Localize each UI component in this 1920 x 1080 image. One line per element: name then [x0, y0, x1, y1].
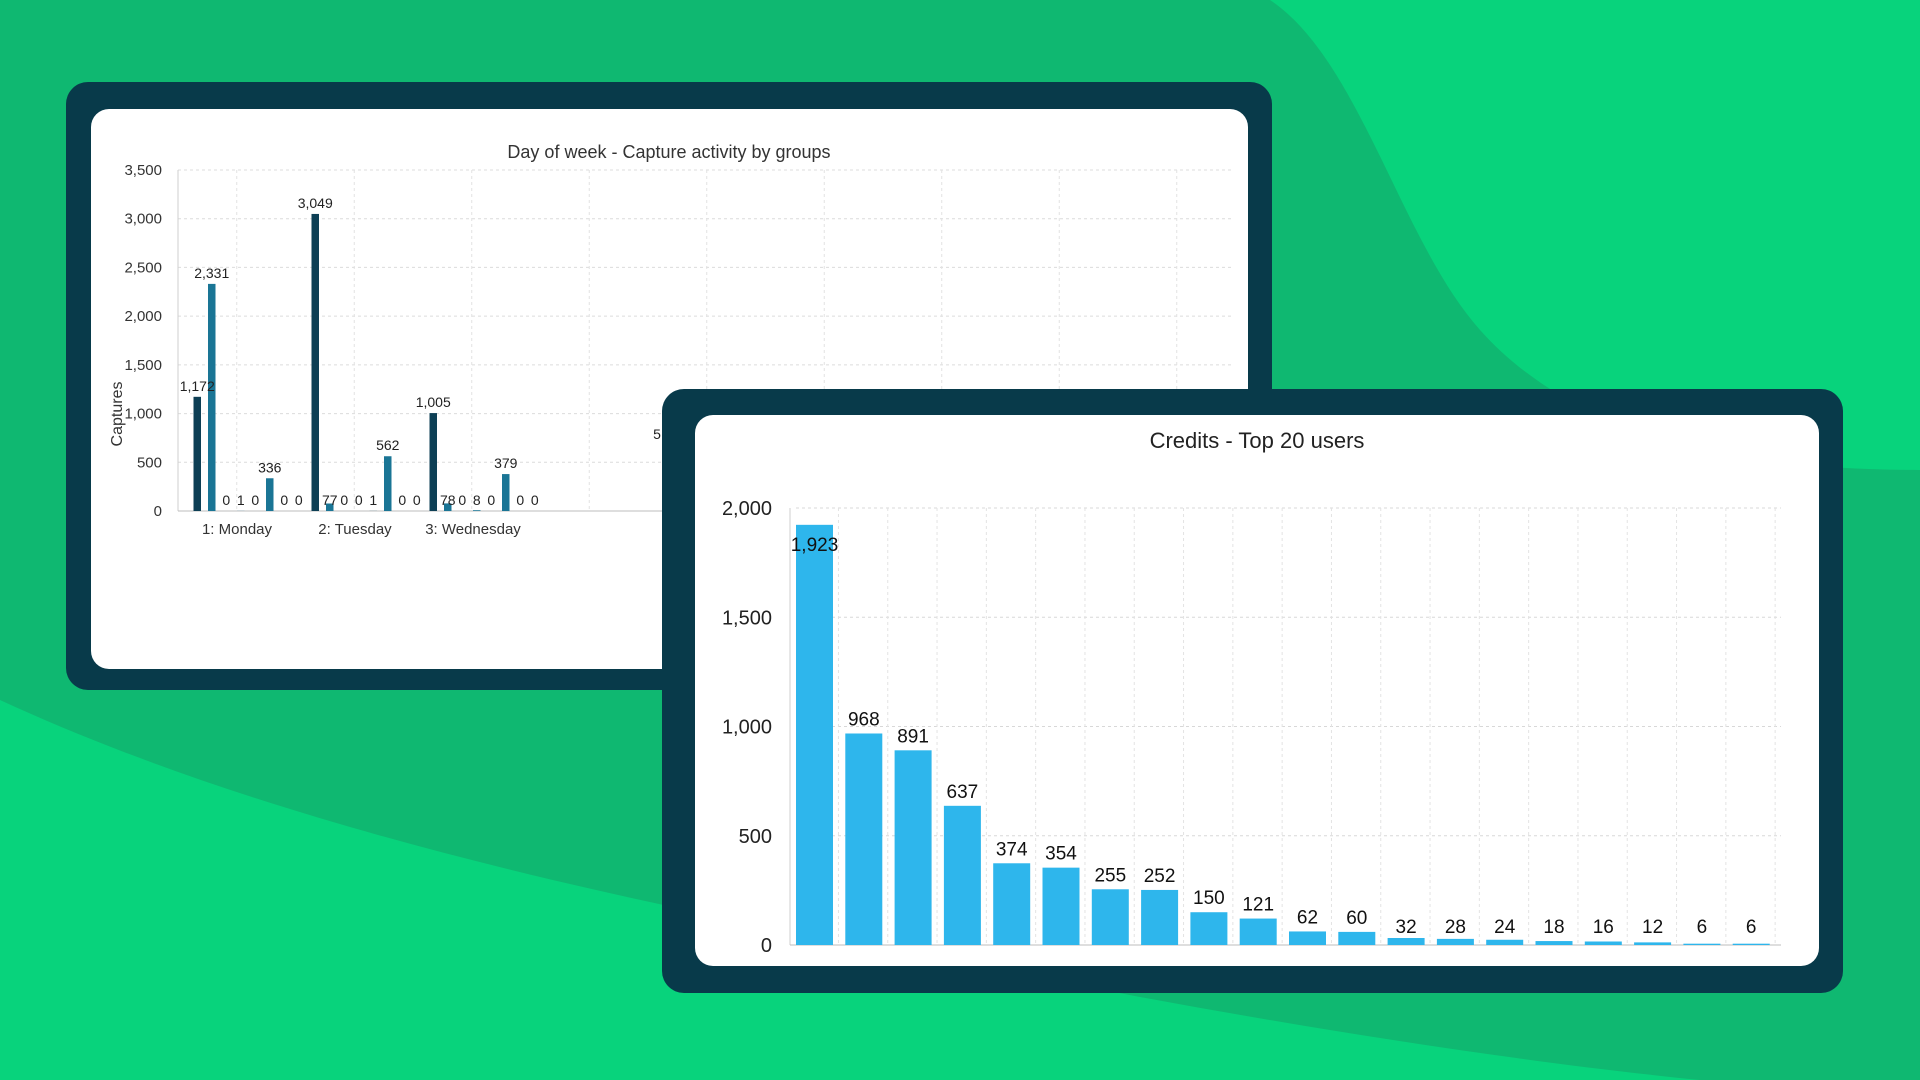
bar — [1436, 938, 1474, 945]
data-label: 252 — [1144, 866, 1176, 887]
bar — [1486, 939, 1524, 945]
data-label: 0 — [413, 492, 421, 508]
y-tick-label: 3,500 — [124, 162, 162, 179]
data-label: 150 — [1193, 888, 1225, 909]
data-label: 379 — [494, 455, 518, 471]
data-label: 0 — [251, 492, 259, 508]
data-label: 6 — [1746, 917, 1757, 938]
x-tick-label: 2: Tuesday — [318, 521, 392, 538]
data-label: 24 — [1494, 917, 1516, 938]
data-label: 60 — [1346, 908, 1367, 929]
data-label: 6 — [1697, 917, 1708, 938]
y-axis-label: Captures — [109, 382, 126, 447]
chart-title: Credits - Top 20 users — [1150, 428, 1365, 453]
data-label: 637 — [947, 782, 979, 803]
x-tick-label: 1: Monday — [202, 521, 273, 538]
bar — [326, 503, 334, 511]
bar — [1141, 889, 1179, 945]
bar — [1387, 938, 1425, 945]
bar — [1634, 942, 1672, 945]
bar — [1338, 931, 1376, 945]
data-label: 336 — [258, 459, 282, 475]
data-label: 374 — [996, 839, 1028, 860]
data-label: 0 — [295, 492, 303, 508]
bar — [384, 456, 392, 511]
data-label: 1,923 — [791, 535, 839, 556]
data-label: 0 — [222, 492, 230, 508]
data-label: 18 — [1543, 917, 1564, 938]
day-of-week-chart: Day of week - Capture activity by groups… — [109, 142, 1231, 538]
bar — [1584, 941, 1622, 945]
bar — [502, 474, 510, 511]
data-label: 891 — [897, 726, 929, 747]
bar — [1732, 943, 1770, 945]
bar — [845, 733, 883, 945]
y-tick-label: 1,000 — [124, 406, 162, 423]
data-label: 968 — [848, 709, 880, 730]
y-tick-label: 2,000 — [124, 308, 162, 325]
bar — [429, 413, 437, 511]
bar — [1535, 941, 1573, 945]
data-label: 1,172 — [180, 378, 215, 394]
data-label: 3,049 — [298, 195, 333, 211]
y-tick-label: 0 — [154, 503, 162, 520]
data-label: 354 — [1045, 844, 1077, 865]
y-tick-label: 1,500 — [722, 607, 772, 629]
chart-title: Day of week - Capture activity by groups — [507, 142, 830, 162]
data-label: 0 — [398, 492, 406, 508]
data-label: 12 — [1642, 917, 1663, 938]
bar — [993, 863, 1031, 945]
data-label: 32 — [1396, 917, 1417, 938]
data-label: 78 — [440, 492, 456, 508]
bar — [1190, 912, 1228, 945]
data-label: 8 — [473, 492, 481, 508]
data-label: 0 — [340, 492, 348, 508]
data-label: 16 — [1593, 917, 1614, 938]
data-label: 5 — [653, 426, 661, 442]
data-label: 121 — [1242, 895, 1274, 916]
y-tick-label: 1,000 — [722, 717, 772, 739]
bar — [208, 283, 216, 511]
data-label: 0 — [458, 492, 466, 508]
bar — [473, 510, 481, 511]
bar — [1091, 889, 1129, 945]
bg-wave-top — [1270, 0, 1920, 470]
bar — [444, 503, 452, 511]
bar — [193, 396, 201, 511]
y-tick-label: 500 — [739, 826, 772, 848]
data-label: 2,331 — [194, 265, 229, 281]
y-tick-label: 2,000 — [722, 498, 772, 520]
y-tick-label: 0 — [761, 935, 772, 957]
bar — [311, 213, 319, 511]
bar — [1683, 943, 1721, 945]
chart-card-credits: Credits - Top 20 users 0 500 1,000 1,500 2,0… — [695, 415, 1819, 966]
data-label: 255 — [1094, 865, 1126, 886]
y-tick-label: 3,000 — [124, 211, 162, 228]
x-tick-label: 3: Wednesday — [425, 521, 521, 538]
data-label: 0 — [487, 492, 495, 508]
y-tick-label: 1,500 — [124, 357, 162, 374]
data-label: 0 — [516, 492, 524, 508]
credits-chart: Credits - Top 20 users 0 500 1,000 1,500 2,0… — [722, 428, 1781, 957]
data-label: 0 — [280, 492, 288, 508]
bar — [1239, 918, 1277, 945]
data-label: 562 — [376, 437, 400, 453]
bar — [894, 750, 932, 945]
data-label: 62 — [1297, 907, 1318, 928]
data-label: 1 — [237, 492, 245, 508]
bar — [796, 524, 833, 945]
bar — [1289, 931, 1326, 945]
data-label: 1 — [369, 492, 377, 508]
bg-wave-bottom — [0, 700, 1700, 1080]
bar — [1042, 867, 1080, 945]
data-label: 77 — [322, 492, 338, 508]
y-tick-label: 2,500 — [124, 259, 162, 276]
data-label: 28 — [1445, 917, 1466, 938]
bar — [266, 478, 274, 511]
data-label: 1,005 — [416, 394, 451, 410]
data-label: 0 — [531, 492, 539, 508]
bar — [943, 805, 981, 945]
y-tick-label: 500 — [137, 454, 162, 471]
data-label: 0 — [355, 492, 363, 508]
